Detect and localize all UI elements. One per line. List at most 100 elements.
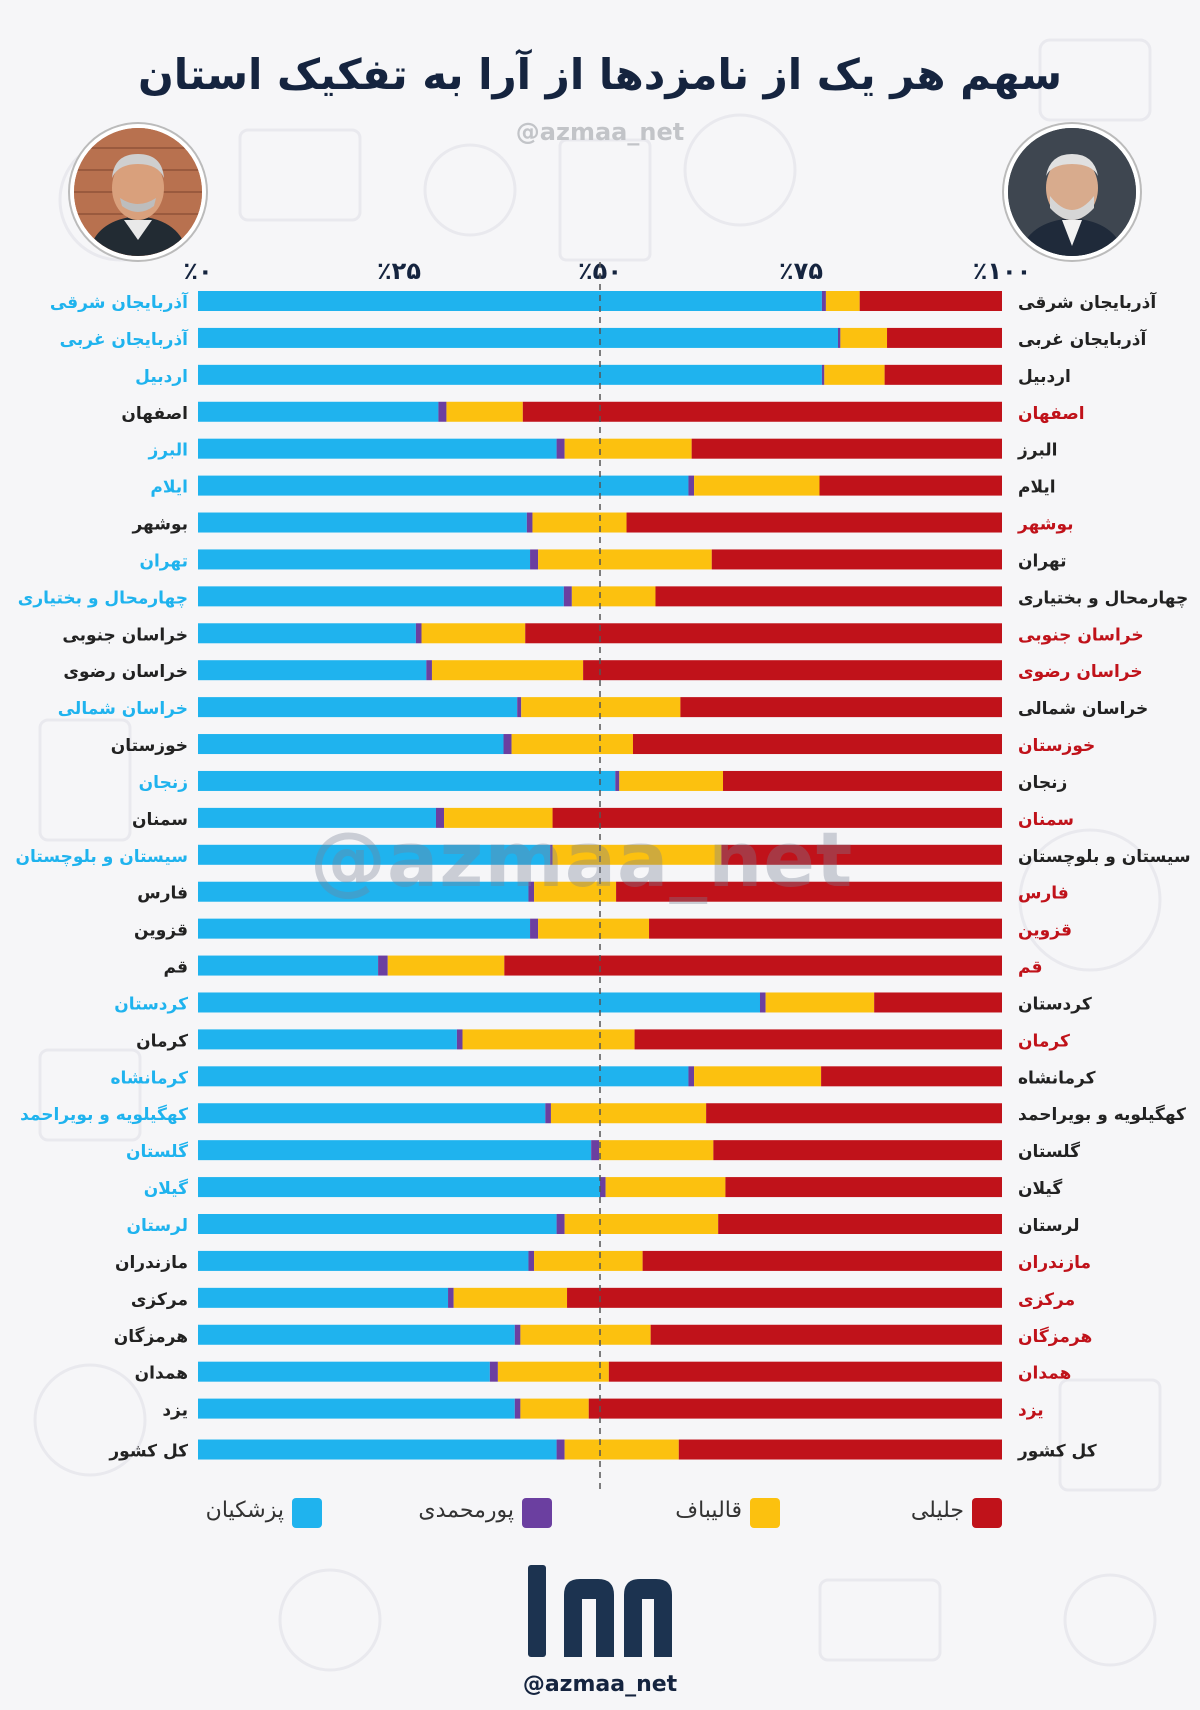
bar-segment-pourmohammadi bbox=[526, 512, 533, 533]
bar-segment-jalili bbox=[552, 807, 1002, 828]
bar-segment-ghalibaf bbox=[564, 1439, 679, 1460]
province-label-right: آذربایجان شرقی bbox=[1018, 291, 1157, 313]
bar-segment-pezeshkian bbox=[198, 1324, 515, 1345]
province-label-left: خوزستان bbox=[111, 736, 188, 756]
province-label-right: خراسان جنوبی bbox=[1018, 625, 1144, 645]
province-label-right: تهران bbox=[1018, 551, 1067, 571]
province-label-left: یزد bbox=[162, 1401, 188, 1421]
bar-segment-pourmohammadi bbox=[556, 1214, 565, 1234]
province-label-left: ایلام bbox=[150, 478, 188, 498]
bar-segment-jalili bbox=[632, 734, 1002, 755]
province-label-right: چهارمحال و بختیاری bbox=[1018, 588, 1188, 608]
province-label-right: اصفهان bbox=[1018, 404, 1085, 424]
legend-item-ghalibaf: قالیباف bbox=[580, 1496, 780, 1532]
bar-segment-pourmohammadi bbox=[837, 327, 841, 348]
watermark: @azmaa_net bbox=[310, 815, 854, 904]
bar-segment-pourmohammadi bbox=[600, 1177, 606, 1198]
azmaa-logo bbox=[528, 1565, 672, 1657]
bar-segment-pezeshkian bbox=[198, 660, 427, 681]
province-label-right: خوزستان bbox=[1018, 736, 1095, 756]
province-label-right: مازندران bbox=[1018, 1253, 1091, 1273]
province-label-left: کرمانشاه bbox=[111, 1068, 189, 1088]
bar-segment-pourmohammadi bbox=[503, 734, 512, 755]
province-label-left: اردبیل bbox=[135, 367, 188, 387]
province-label-left: هرمزگان bbox=[114, 1326, 188, 1347]
bar-segment-jalili bbox=[713, 1140, 1002, 1161]
bar-segment-jalili bbox=[706, 1103, 1002, 1124]
province-label-right: کرمانشاه bbox=[1018, 1068, 1096, 1088]
bar-segment-pourmohammadi bbox=[514, 1324, 521, 1345]
bar-segment-jalili bbox=[721, 844, 1002, 865]
bar-segment-pourmohammadi bbox=[556, 1439, 565, 1460]
bar-segment-pezeshkian bbox=[198, 401, 439, 422]
bar-segment-ghalibaf bbox=[619, 770, 724, 791]
bar-segment-jalili bbox=[691, 438, 1002, 459]
bar-segment-ghalibaf bbox=[599, 1140, 714, 1161]
bar-segment-pezeshkian bbox=[198, 918, 531, 939]
bar-segment-ghalibaf bbox=[765, 992, 875, 1013]
bar-segment-pezeshkian bbox=[198, 1214, 557, 1234]
bar-segment-pourmohammadi bbox=[489, 1361, 498, 1382]
bar-segment-jalili bbox=[522, 401, 1002, 422]
bar-segment-pezeshkian bbox=[198, 807, 436, 828]
province-label-right: بوشهر bbox=[1017, 515, 1074, 535]
province-label-left: خراسان شمالی bbox=[58, 699, 188, 719]
bar-segment-pourmohammadi bbox=[556, 438, 565, 459]
bar-segment-ghalibaf bbox=[444, 807, 553, 828]
bar-segment-pourmohammadi bbox=[821, 364, 825, 385]
bar-segment-jalili bbox=[567, 1287, 1002, 1308]
bar-segment-pezeshkian bbox=[198, 1361, 490, 1382]
bar-segment-jalili bbox=[616, 881, 1002, 902]
bar-segment-jalili bbox=[634, 1029, 1002, 1050]
bar-segment-pezeshkian bbox=[198, 955, 379, 976]
bar-segment-ghalibaf bbox=[694, 475, 820, 496]
bar-segment-pezeshkian bbox=[198, 586, 564, 607]
bar-segment-pezeshkian bbox=[198, 512, 527, 533]
province-label-left: سیستان و بلوچستان bbox=[15, 847, 188, 867]
bar-segment-jalili bbox=[649, 918, 1002, 939]
province-label-left: آذربایجان شرقی bbox=[50, 291, 189, 313]
bar-segment-jalili bbox=[718, 1214, 1002, 1234]
province-label-right: هرمزگان bbox=[1018, 1326, 1092, 1347]
province-label-left: کل کشور bbox=[108, 1442, 188, 1462]
bar-segment-ghalibaf bbox=[571, 586, 656, 607]
bar-segment-pourmohammadi bbox=[456, 1029, 463, 1050]
bar-segment-pezeshkian bbox=[198, 734, 504, 755]
bar-segment-jalili bbox=[608, 1361, 1002, 1382]
legend-swatch bbox=[522, 1498, 552, 1528]
legend-label: پزشکیان bbox=[205, 1498, 284, 1523]
bar-segment-pezeshkian bbox=[198, 475, 689, 496]
bar-segment-pezeshkian bbox=[198, 844, 551, 865]
bar-segment-pourmohammadi bbox=[448, 1287, 454, 1308]
bar-segment-jalili bbox=[680, 697, 1002, 718]
province-label-right: قزوین bbox=[1018, 921, 1072, 941]
bar-segment-jalili bbox=[583, 660, 1002, 681]
bar-segment-ghalibaf bbox=[552, 844, 722, 865]
province-label-left: بوشهر bbox=[131, 515, 188, 535]
bar-segment-ghalibaf bbox=[538, 549, 712, 570]
bar-segment-jalili bbox=[655, 586, 1002, 607]
province-label-left: قزوین bbox=[134, 921, 188, 941]
x-tick-label: ٪۱۰۰ bbox=[973, 257, 1032, 285]
province-label-left: فارس bbox=[137, 884, 188, 904]
bar-segment-pourmohammadi bbox=[514, 1398, 521, 1419]
bar-segment-ghalibaf bbox=[840, 327, 888, 348]
legend-item-pourmohammadi: پورمحمدی bbox=[352, 1496, 552, 1532]
bar-segment-pourmohammadi bbox=[545, 1103, 551, 1124]
legend-label: جلیلی bbox=[910, 1498, 964, 1523]
province-label-left: خراسان جنوبی bbox=[62, 625, 188, 645]
province-label-left: مرکزی bbox=[131, 1290, 188, 1310]
bar-segment-ghalibaf bbox=[521, 697, 681, 718]
province-label-left: همدان bbox=[135, 1364, 188, 1384]
bar-segment-pezeshkian bbox=[198, 1439, 557, 1460]
bar-segment-jalili bbox=[859, 291, 1002, 311]
bar-segment-pezeshkian bbox=[198, 327, 838, 348]
province-label-left: کردستان bbox=[114, 994, 188, 1014]
bar-segment-ghalibaf bbox=[446, 401, 523, 422]
x-tick-label: ٪۰ bbox=[183, 257, 212, 285]
bar-segment-pezeshkian bbox=[198, 881, 529, 902]
bar-segment-pourmohammadi bbox=[426, 660, 432, 681]
province-label-right: گلستان bbox=[1018, 1141, 1080, 1162]
bar-segment-pourmohammadi bbox=[528, 1250, 535, 1271]
